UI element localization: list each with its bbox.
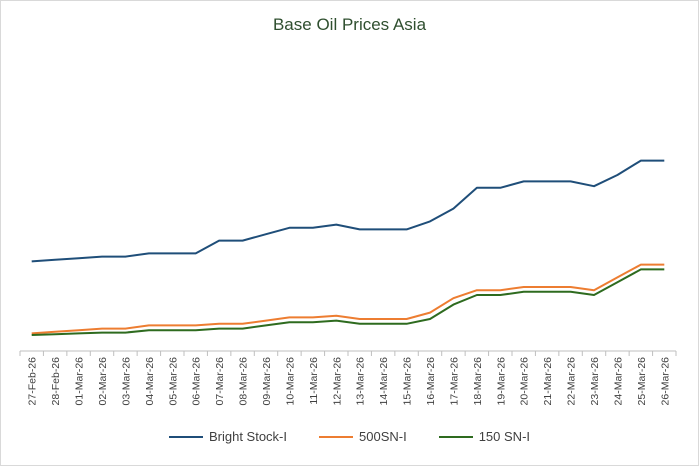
x-tick-label: 15-Mar-26 (402, 357, 414, 406)
legend: Bright Stock-I 500SN-I 150 SN-I (1, 429, 698, 444)
x-tick-label: 01-Mar-26 (74, 357, 86, 406)
x-tick-label: 20-Mar-26 (519, 357, 531, 406)
legend-item: Bright Stock-I (168, 429, 287, 444)
legend-label: Bright Stock-I (208, 429, 287, 444)
x-tick-label: 23-Mar-26 (589, 357, 601, 406)
series-line-150-sn-i (31, 268, 665, 336)
x-tick-label: 16-Mar-26 (425, 357, 437, 406)
x-tick-label: 07-Mar-26 (214, 357, 226, 406)
x-tick-label: 26-Mar-26 (659, 357, 671, 406)
x-tick-label: 14-Mar-26 (378, 357, 390, 406)
legend-swatch (319, 435, 353, 438)
x-tick-label: 19-Mar-26 (495, 357, 507, 406)
x-tick-label: 08-Mar-26 (238, 357, 250, 406)
x-tick-label: 17-Mar-26 (448, 357, 460, 406)
x-axis-labels: 27-Feb-26 28-Feb-26 01-Mar-26 02-Mar-26 03-M… (27, 357, 672, 406)
legend-swatch (168, 435, 203, 438)
x-tick-label: 02-Mar-26 (97, 357, 109, 406)
x-tick-label: 03-Mar-26 (120, 357, 132, 406)
legend-swatch (438, 435, 473, 438)
x-tick-label: 12-Mar-26 (331, 357, 343, 406)
x-tick-label: 13-Mar-26 (355, 357, 367, 406)
x-tick-label: 22-Mar-26 (566, 357, 578, 406)
x-tick-label: 11-Mar-26 (308, 357, 320, 405)
legend-label: 500SN-I (359, 429, 407, 444)
x-tick-label: 18-Mar-26 (472, 357, 484, 406)
series-line-500sn-i (31, 263, 665, 335)
chart-title: Base Oil Prices Asia (272, 15, 427, 34)
series-line-bright-stock-i (31, 159, 665, 263)
x-tick-label: 06-Mar-26 (191, 357, 203, 406)
series-lines (31, 159, 665, 336)
x-tick-label: 09-Mar-26 (261, 357, 273, 406)
x-tick-label: 25-Mar-26 (636, 357, 648, 406)
legend-item: 500SN-I (319, 429, 407, 444)
legend-label: 150 SN-I (478, 429, 531, 444)
x-tick-label: 27-Feb-26 (27, 357, 39, 406)
x-tick-label: 04-Mar-26 (144, 357, 156, 406)
x-tick-label: 28-Feb-26 (50, 357, 62, 406)
x-axis-ticks (19, 351, 677, 356)
x-tick-label: 24-Mar-26 (612, 357, 624, 406)
legend-item: 150 SN-I (438, 429, 531, 444)
x-tick-label: 21-Mar-26 (542, 357, 554, 406)
x-tick-label: 10-Mar-26 (284, 357, 296, 406)
x-tick-label: 05-Mar-26 (167, 357, 179, 406)
